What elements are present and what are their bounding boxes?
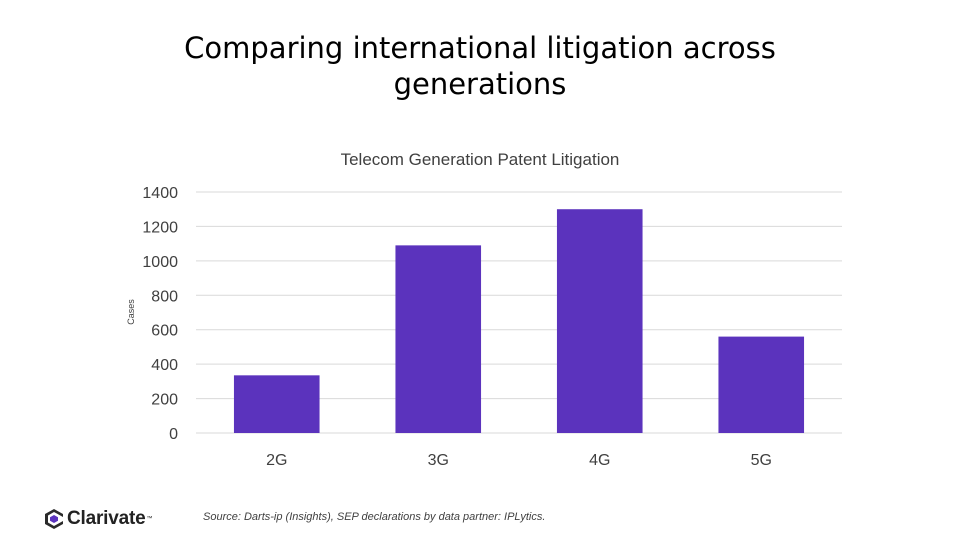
source-note: Source: Darts-ip (Insights), SEP declara… — [203, 511, 546, 523]
y-tick-label: 1000 — [142, 254, 178, 271]
bar — [395, 245, 482, 433]
y-tick-label: 200 — [151, 392, 178, 409]
x-tick-label: 4G — [589, 452, 610, 469]
slide-title-line-2: generations — [393, 67, 567, 101]
y-axis-title: Cases — [126, 299, 136, 325]
y-tick-label: 0 — [169, 426, 178, 443]
y-tick-label: 1200 — [142, 219, 178, 236]
bar — [718, 336, 805, 433]
y-tick-label: 400 — [151, 357, 178, 374]
y-tick-label: 1400 — [142, 185, 178, 202]
y-tick-label: 800 — [151, 288, 178, 305]
clarivate-logo: Clarivate ™ — [44, 508, 152, 530]
bar — [233, 375, 320, 433]
y-tick-label: 600 — [151, 323, 178, 340]
logo-trademark: ™ — [146, 516, 153, 522]
chart-title: Telecom Generation Patent Litigation — [340, 150, 620, 169]
bar — [556, 209, 643, 433]
x-tick-label: 5G — [751, 452, 772, 469]
clarivate-logo-icon — [45, 509, 63, 529]
slide-title: Comparing international litigation acros… — [120, 30, 840, 102]
x-tick-label: 2G — [266, 452, 287, 469]
slide-title-line-1: Comparing international litigation acros… — [184, 31, 776, 65]
logo-wordmark: Clarivate — [67, 508, 146, 529]
x-tick-label: 3G — [428, 452, 449, 469]
